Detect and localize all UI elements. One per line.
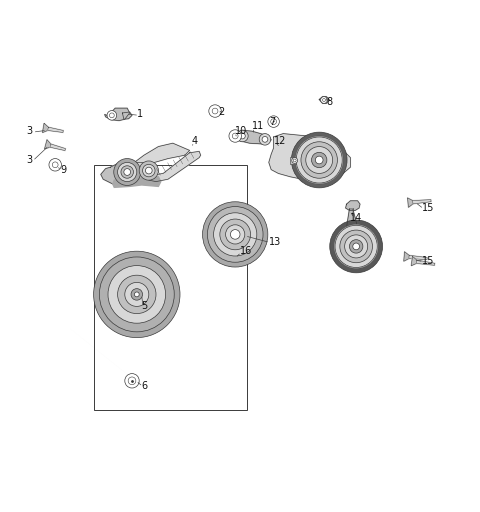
Circle shape — [232, 133, 238, 139]
Circle shape — [345, 235, 368, 258]
Polygon shape — [122, 112, 132, 119]
Text: 5: 5 — [142, 302, 148, 311]
Text: 6: 6 — [142, 380, 148, 391]
Circle shape — [114, 159, 141, 185]
Text: 12: 12 — [274, 136, 286, 146]
Circle shape — [240, 133, 245, 139]
Circle shape — [306, 146, 333, 174]
Circle shape — [203, 202, 268, 267]
Circle shape — [134, 292, 139, 297]
Circle shape — [334, 224, 378, 268]
Circle shape — [107, 111, 117, 120]
Text: 7: 7 — [269, 117, 275, 126]
Circle shape — [321, 97, 327, 103]
Circle shape — [226, 254, 235, 263]
Circle shape — [226, 225, 245, 244]
Bar — [290, 157, 299, 164]
Circle shape — [131, 289, 143, 300]
Circle shape — [124, 168, 131, 175]
Circle shape — [349, 240, 363, 253]
Polygon shape — [411, 257, 417, 266]
Text: 1: 1 — [137, 110, 143, 119]
Circle shape — [262, 137, 268, 142]
Polygon shape — [105, 108, 130, 121]
Polygon shape — [413, 200, 431, 204]
Circle shape — [220, 219, 251, 250]
Text: 15: 15 — [422, 203, 435, 213]
Text: 16: 16 — [240, 246, 252, 256]
Circle shape — [292, 158, 298, 163]
Polygon shape — [235, 130, 271, 144]
Polygon shape — [408, 198, 413, 207]
Polygon shape — [45, 140, 51, 149]
Circle shape — [209, 105, 221, 117]
Text: 15: 15 — [422, 256, 435, 266]
Circle shape — [301, 142, 337, 178]
Text: 13: 13 — [269, 237, 281, 247]
Circle shape — [353, 243, 360, 250]
Text: 8: 8 — [326, 97, 333, 108]
Circle shape — [108, 266, 166, 323]
Polygon shape — [101, 162, 156, 185]
Circle shape — [293, 159, 296, 162]
Circle shape — [118, 275, 156, 313]
Circle shape — [237, 130, 248, 142]
Circle shape — [49, 159, 61, 171]
Text: 9: 9 — [60, 164, 66, 175]
Circle shape — [229, 130, 241, 142]
Polygon shape — [269, 134, 350, 180]
Circle shape — [259, 134, 271, 145]
Polygon shape — [134, 143, 190, 168]
Text: 4: 4 — [192, 136, 198, 146]
Circle shape — [340, 230, 372, 263]
Polygon shape — [346, 201, 360, 210]
Circle shape — [296, 137, 342, 183]
Circle shape — [145, 167, 152, 174]
Polygon shape — [48, 127, 63, 133]
Polygon shape — [409, 255, 427, 260]
Polygon shape — [319, 97, 329, 103]
Circle shape — [52, 162, 58, 168]
Polygon shape — [404, 252, 409, 261]
Text: 3: 3 — [26, 126, 33, 136]
Circle shape — [271, 119, 276, 124]
Polygon shape — [42, 123, 48, 133]
Circle shape — [312, 152, 327, 168]
Polygon shape — [113, 177, 161, 187]
Circle shape — [223, 251, 238, 266]
Circle shape — [125, 374, 139, 388]
Text: 14: 14 — [350, 212, 363, 223]
Text: 3: 3 — [26, 155, 33, 165]
Circle shape — [121, 166, 133, 178]
Circle shape — [323, 98, 325, 101]
Circle shape — [315, 156, 323, 164]
Circle shape — [143, 164, 155, 177]
Circle shape — [125, 283, 149, 306]
Circle shape — [94, 251, 180, 337]
Circle shape — [291, 132, 347, 188]
Circle shape — [330, 220, 383, 273]
Text: 11: 11 — [252, 121, 264, 132]
Circle shape — [214, 213, 257, 256]
Circle shape — [335, 225, 377, 267]
Circle shape — [212, 108, 218, 114]
Text: 10: 10 — [235, 126, 248, 136]
Text: 2: 2 — [218, 107, 225, 117]
Polygon shape — [50, 144, 65, 151]
Circle shape — [230, 229, 240, 239]
Circle shape — [268, 116, 279, 127]
Polygon shape — [336, 229, 377, 263]
Polygon shape — [347, 209, 359, 238]
Polygon shape — [417, 260, 435, 265]
Polygon shape — [149, 152, 201, 182]
Circle shape — [139, 161, 158, 180]
Circle shape — [99, 257, 174, 332]
Circle shape — [295, 136, 343, 184]
Bar — [94, 165, 247, 410]
Circle shape — [118, 162, 137, 182]
Circle shape — [128, 377, 136, 385]
Circle shape — [207, 206, 263, 262]
Circle shape — [109, 113, 114, 118]
